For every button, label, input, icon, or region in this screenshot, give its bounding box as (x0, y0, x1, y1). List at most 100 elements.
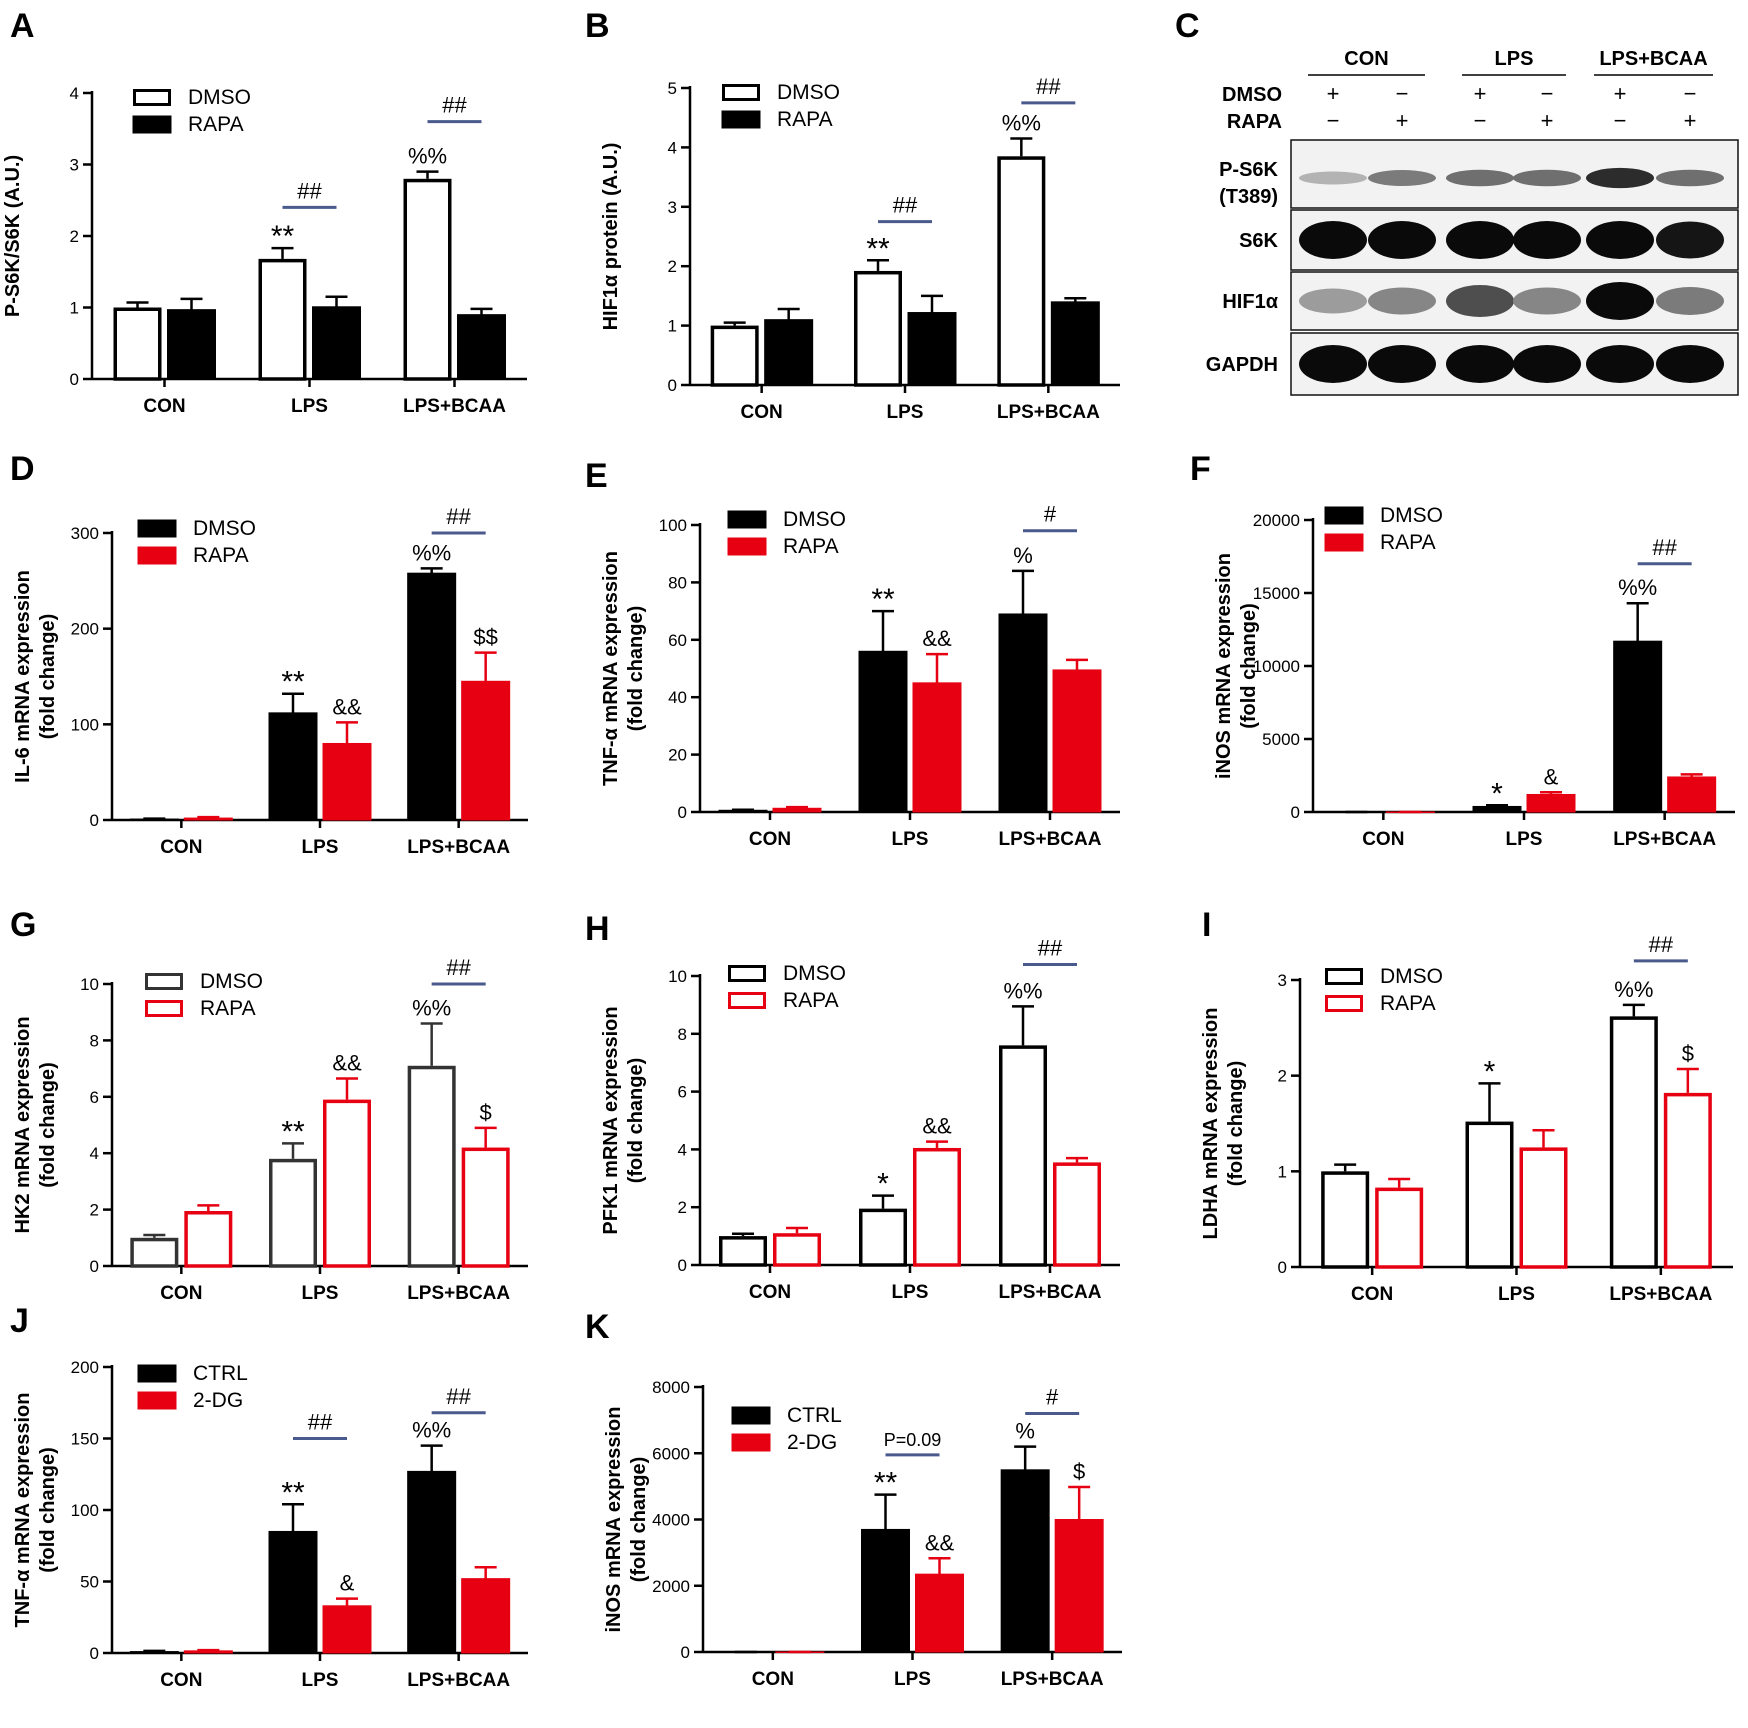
y-axis-label: LDHA mRNA expression (1200, 1008, 1222, 1240)
blot-band (1586, 221, 1654, 259)
panel-label: J (10, 1302, 29, 1340)
legend-label: DMSO (783, 508, 846, 531)
bar (407, 1470, 457, 1654)
y-tick-label: 2 (668, 257, 677, 276)
bar (1000, 1469, 1050, 1653)
x-tick-label: LPS (302, 1670, 339, 1691)
blot-band (1299, 171, 1367, 185)
blot-band (1513, 345, 1581, 383)
comparison-label: ## (1038, 935, 1063, 960)
y-tick-label: 60 (668, 631, 687, 650)
y-tick-label: 4 (70, 84, 79, 103)
y-axis-label: (fold change) (1225, 1061, 1247, 1187)
legend-label: 2-DG (787, 1431, 837, 1454)
bar (854, 270, 902, 387)
legend-swatch (728, 965, 766, 982)
significance-label: && (925, 1530, 955, 1555)
bar (1613, 640, 1663, 813)
blot-band (1586, 282, 1654, 320)
blot-band (1299, 345, 1367, 383)
chart-G: G 0 2 4 6 8 10 CON LPS LPS+BCAA HK2 mRNA expressio… (10, 906, 528, 1304)
comparison-label: ## (442, 93, 467, 118)
bar (907, 312, 957, 386)
y-tick-label: 2 (90, 1201, 99, 1220)
y-tick-label: 50 (80, 1573, 99, 1592)
comparison-label: ## (1652, 535, 1677, 560)
y-tick-label: 3 (668, 198, 677, 217)
y-tick-label: 0 (668, 376, 677, 395)
y-tick-label: 100 (659, 516, 687, 535)
y-tick-label: 0 (1278, 1258, 1287, 1277)
significance-label: %% (408, 144, 447, 169)
legend-swatch (1324, 506, 1364, 525)
comparison-label: # (1046, 1385, 1059, 1410)
y-tick-label: 200 (71, 1358, 99, 1377)
blot-band (1656, 169, 1724, 187)
blot-sign: − (1541, 81, 1554, 106)
y-tick-label: 3 (1278, 971, 1287, 990)
legend-label: DMSO (777, 81, 840, 104)
bar (858, 650, 908, 813)
blot-treatment-label: RAPA (1227, 111, 1282, 133)
bar (775, 1651, 825, 1653)
significance-label: %% (1618, 575, 1657, 600)
x-tick-label: CON (752, 1669, 794, 1690)
blot-band (1513, 221, 1581, 259)
bar (718, 809, 768, 813)
significance-label: * (1491, 777, 1503, 810)
significance-label: ** (866, 232, 890, 265)
comparison-label: ## (893, 193, 918, 218)
legend-label: RAPA (783, 989, 839, 1012)
blot-sign: − (1327, 108, 1340, 133)
x-tick-label: CON (1351, 1284, 1393, 1305)
significance-label: %% (412, 1418, 451, 1443)
x-tick-label: LPS+BCAA (1613, 829, 1716, 850)
y-tick-label: 6 (678, 1083, 687, 1102)
x-tick-label: LPS (894, 1669, 931, 1690)
y-axis-label: TNF-α mRNA expression (600, 551, 622, 786)
chart-I: I 0 1 2 3 CON LPS LPS+BCAA LDHA mRNA expression(… (1200, 906, 1733, 1305)
bar (1667, 776, 1717, 813)
bar (1663, 1092, 1712, 1269)
blot-band (1656, 345, 1724, 383)
y-tick-label: 200 (71, 620, 99, 639)
y-tick-label: 2 (678, 1198, 687, 1217)
blot-band (1656, 287, 1724, 315)
y-axis-label: (fold change) (625, 1058, 647, 1184)
y-tick-label: 4 (678, 1140, 687, 1159)
bar (1465, 1121, 1514, 1269)
blot-band (1513, 287, 1581, 315)
y-tick-label: 4 (90, 1144, 99, 1163)
bar (113, 307, 162, 381)
bar (1526, 793, 1576, 813)
y-tick-label: 0 (678, 1256, 687, 1275)
significance-label: $ (480, 1100, 492, 1125)
comparison-label: # (1044, 502, 1057, 527)
blot-sign: − (1474, 108, 1487, 133)
panel-label: K (585, 1308, 610, 1346)
bar (461, 680, 511, 821)
y-axis-label: HK2 mRNA expression (12, 1016, 34, 1233)
blot-band (1446, 285, 1514, 317)
legend-swatch (137, 519, 177, 538)
blot-sign: + (1327, 81, 1340, 106)
significance-label: % (1015, 1419, 1035, 1444)
y-tick-label: 20 (668, 746, 687, 765)
blot-band (1446, 345, 1514, 383)
bar (719, 1236, 767, 1267)
significance-label: & (1544, 764, 1559, 789)
comparison-label: ## (446, 504, 471, 529)
chart-J: J 0 50 100 150 200 CON LPS LPS+BCAA TNF-α mRNA ex… (10, 1302, 528, 1691)
significance-label: && (922, 1114, 952, 1139)
y-tick-label: 6 (90, 1088, 99, 1107)
significance-label: % (1013, 543, 1033, 568)
y-axis-label: HIF1α protein (A.U.) (600, 143, 622, 331)
bar (999, 1045, 1047, 1267)
legend-swatch (145, 973, 183, 990)
y-tick-label: 0 (681, 1643, 690, 1662)
blot-sign: − (1684, 81, 1697, 106)
bar (457, 314, 506, 380)
blot-treatment-label: DMSO (1222, 84, 1282, 106)
bar (772, 807, 822, 813)
bar (861, 1528, 910, 1653)
